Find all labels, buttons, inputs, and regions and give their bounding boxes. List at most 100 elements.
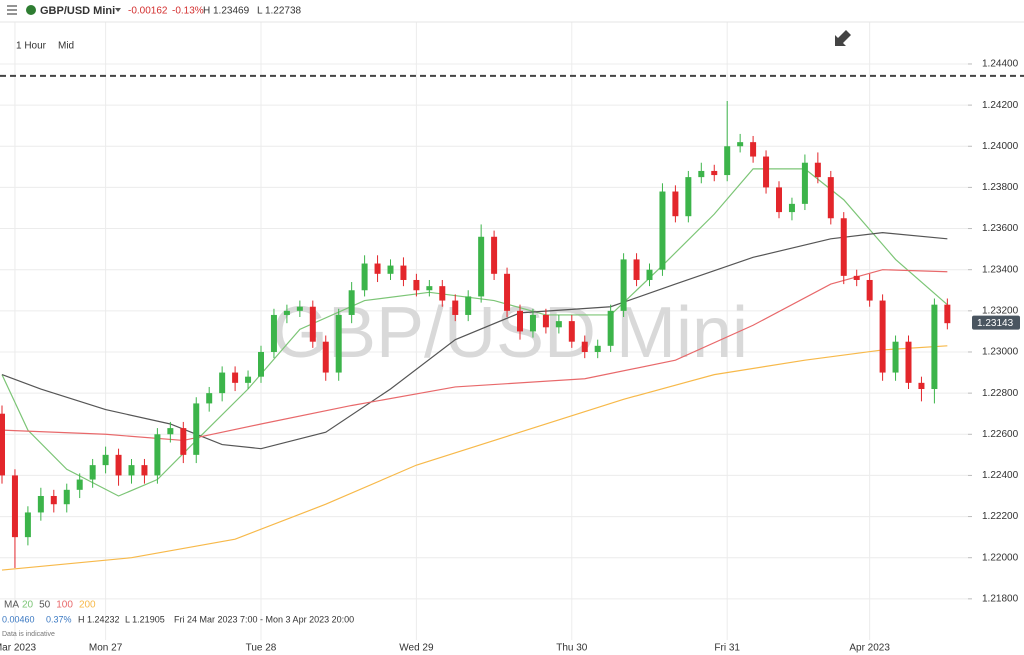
candle-body — [413, 279, 420, 291]
x-tick-label: Tue 28 — [246, 643, 277, 654]
candle-body — [50, 495, 57, 505]
candle-body — [659, 191, 666, 270]
legend-entry: 100 — [56, 600, 73, 611]
legend-entry: 20 — [22, 600, 34, 611]
dropdown[interactable] — [115, 8, 121, 12]
candle-body — [672, 191, 679, 217]
candle-body — [542, 314, 549, 328]
footer-note: Data is indicative — [2, 631, 55, 638]
candle-body — [206, 393, 213, 404]
symbol-icon — [26, 5, 36, 15]
candle-body — [465, 296, 472, 315]
candle-body — [387, 265, 394, 274]
y-tick-label: 1.22600 — [982, 429, 1019, 440]
candle-body — [763, 156, 770, 188]
ma-line — [1, 232, 948, 450]
candle-body — [788, 203, 795, 213]
candle-body — [128, 465, 135, 476]
candle-body — [853, 275, 860, 280]
candle-body — [581, 341, 588, 352]
candle-body — [840, 218, 847, 276]
legend-title: MA — [4, 600, 19, 611]
low: L 1.22738 — [257, 6, 302, 17]
change-pct: -0.13% — [172, 6, 204, 17]
x-tick-label: Wed 29 — [399, 643, 434, 654]
candle-body — [309, 306, 316, 342]
candle-body — [283, 310, 290, 315]
candle-body — [219, 372, 226, 394]
ma-line — [1, 168, 948, 497]
footer-change-pct: 0.37% — [46, 614, 72, 624]
candle-body — [167, 428, 174, 435]
candle-body — [439, 286, 446, 301]
plot — [0, 100, 951, 571]
timeframe[interactable]: 1 Hour — [16, 41, 47, 52]
candle-body — [724, 146, 731, 176]
candle-body — [245, 376, 252, 383]
x-tick-label: Mon 27 — [89, 643, 123, 654]
candle-body — [750, 142, 757, 157]
footer-low: L 1.21905 — [125, 614, 165, 624]
candle-body — [322, 341, 329, 373]
y-tick-label: 1.22200 — [982, 511, 1019, 522]
candle-body — [633, 259, 640, 280]
candle-body — [918, 382, 925, 390]
menu-icon[interactable] — [7, 5, 17, 15]
candle-body — [154, 434, 161, 476]
candle-body — [452, 300, 459, 315]
candle-body — [944, 304, 951, 324]
x-tick-label: Thu 30 — [556, 643, 588, 654]
high: H 1.23469 — [203, 6, 250, 17]
current-price-label: 1.23143 — [977, 318, 1014, 329]
y-tick-label: 1.22400 — [982, 470, 1019, 481]
candle-body — [827, 177, 834, 219]
y-tick-label: 1.24200 — [982, 100, 1019, 111]
y-tick-label: 1.21800 — [982, 593, 1019, 604]
y-tick-label: 1.22800 — [982, 388, 1019, 399]
y-tick-label: 1.23000 — [982, 347, 1019, 358]
candle-body — [568, 321, 575, 342]
candle-body — [620, 259, 627, 311]
candle-body — [11, 475, 18, 538]
candle-body — [478, 236, 485, 297]
footer-high: H 1.24232 — [78, 614, 120, 624]
price-type[interactable]: Mid — [58, 41, 74, 52]
change: -0.00162 — [128, 6, 168, 17]
candle-body — [892, 341, 899, 373]
candle-body — [646, 269, 653, 280]
candle-body — [89, 465, 96, 480]
candle-body — [879, 300, 886, 373]
candle-body — [361, 263, 368, 291]
footer-change: 0.00460 — [2, 614, 35, 624]
candle-body — [258, 351, 264, 377]
candle-body — [491, 236, 498, 274]
candle-body — [348, 290, 355, 315]
candle-body — [529, 314, 536, 332]
candle-body — [594, 345, 601, 352]
symbol[interactable]: GBP/USD Mini — [40, 5, 115, 17]
ma-line — [1, 345, 948, 571]
candle-body — [711, 170, 718, 176]
y-tick-label: 1.24400 — [982, 59, 1019, 70]
legend-entry: 50 — [39, 600, 51, 611]
x-tick-label: Fri 31 — [714, 643, 740, 654]
candle-body — [24, 512, 31, 538]
candle-body — [63, 489, 70, 505]
candle-body — [426, 286, 433, 291]
candle-body — [141, 465, 148, 476]
candle-body — [504, 273, 511, 311]
candle-body — [0, 413, 5, 476]
candle-body — [555, 321, 562, 328]
footer: MA 0.00460 0.37% H 1.24232 L 1.21905 Fri… — [2, 600, 354, 638]
y-tick-label: 1.22000 — [982, 552, 1019, 563]
candle-body — [776, 187, 782, 213]
y-tick-label: 1.23800 — [982, 182, 1019, 193]
candle-body — [685, 177, 692, 217]
candle-body — [76, 479, 83, 490]
y-tick-label: 1.23600 — [982, 223, 1019, 234]
candle-body — [801, 162, 808, 204]
arrow-icon — [835, 30, 851, 46]
